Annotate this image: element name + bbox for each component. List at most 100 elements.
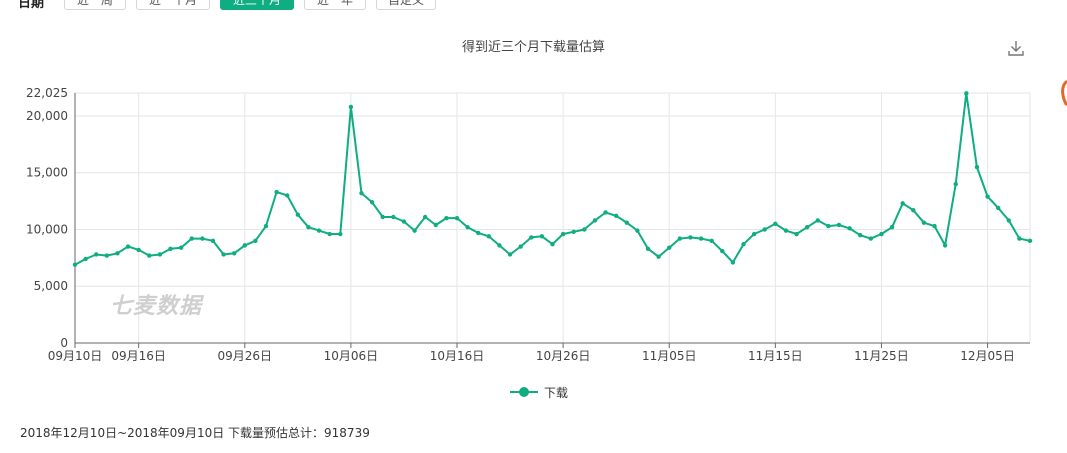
y-tick-label: 0 xyxy=(60,336,68,350)
data-point xyxy=(613,213,619,219)
x-tick-label: 09月10日 xyxy=(48,349,103,363)
side-decoration-icon xyxy=(1061,80,1067,106)
data-point xyxy=(242,243,247,248)
data-point xyxy=(125,244,131,249)
range-button-custom[interactable]: 自定义 xyxy=(376,0,436,10)
data-point xyxy=(635,228,640,233)
data-point xyxy=(624,220,629,225)
data-point xyxy=(338,231,343,237)
x-tick-label: 11月05日 xyxy=(642,349,697,363)
data-point xyxy=(900,201,905,206)
data-point xyxy=(253,238,258,244)
data-point xyxy=(444,215,449,221)
y-tick-label: 15,000 xyxy=(26,166,68,180)
x-tick-label: 10月16日 xyxy=(430,349,485,363)
range-button-year[interactable]: 近一年 xyxy=(304,0,366,10)
x-tick-label: 10月26日 xyxy=(536,349,591,363)
data-point xyxy=(518,244,523,249)
data-point xyxy=(274,189,279,195)
data-point xyxy=(200,236,205,241)
data-point xyxy=(550,242,555,247)
data-point xyxy=(889,225,895,230)
range-button-three-months[interactable]: 近三个月 xyxy=(220,0,294,10)
watermark-text: 七麦数据 xyxy=(110,294,203,319)
data-point xyxy=(709,238,714,244)
data-point xyxy=(953,181,958,187)
data-point xyxy=(656,254,661,259)
data-point xyxy=(847,226,852,231)
data-point xyxy=(178,245,184,250)
data-point xyxy=(497,243,502,248)
data-point xyxy=(465,225,470,230)
chart-title: 得到近三个月下载量估算 xyxy=(461,40,605,55)
data-point xyxy=(189,236,194,241)
data-point xyxy=(295,212,301,217)
data-point xyxy=(359,190,364,196)
data-point xyxy=(412,228,417,233)
data-point xyxy=(327,231,332,237)
download-line-chart: 09月10日 09月16日 09月26日 10月06日 10月16日 10月26日 11月0… xyxy=(26,86,1033,363)
data-point xyxy=(698,236,704,241)
data-point xyxy=(964,91,969,96)
data-point xyxy=(571,229,576,234)
data-point xyxy=(210,238,216,244)
data-point xyxy=(83,256,88,262)
series-line xyxy=(74,92,1031,266)
range-button-week[interactable]: 近一周 xyxy=(64,0,126,10)
data-point xyxy=(582,227,587,232)
data-point xyxy=(94,252,99,257)
data-point xyxy=(688,235,693,240)
data-point xyxy=(751,231,757,237)
x-tick-label: 09月16日 xyxy=(111,349,166,363)
data-point xyxy=(316,228,322,233)
data-point xyxy=(974,164,980,170)
data-point xyxy=(348,104,354,110)
data-point xyxy=(783,228,789,233)
data-point xyxy=(476,230,481,236)
download-icon[interactable] xyxy=(1006,38,1026,58)
data-point xyxy=(380,214,385,220)
data-point xyxy=(285,193,290,198)
data-point xyxy=(560,231,566,237)
data-point xyxy=(231,251,237,256)
data-point xyxy=(815,218,820,223)
data-point xyxy=(104,253,110,258)
range-button-month[interactable]: 近一个月 xyxy=(136,0,210,10)
data-point xyxy=(645,246,651,251)
data-point xyxy=(985,194,990,199)
data-point xyxy=(539,234,545,239)
legend-label: 下载 xyxy=(544,385,569,400)
data-point xyxy=(592,218,598,223)
data-point xyxy=(911,207,916,213)
data-point xyxy=(932,223,937,229)
y-tick-label: 22,025 xyxy=(26,86,68,100)
date-range-label: 日期 xyxy=(18,0,45,11)
data-point xyxy=(401,219,407,224)
data-point xyxy=(221,252,226,257)
x-tick-label: 11月15日 xyxy=(748,349,803,363)
data-point xyxy=(879,231,884,237)
y-tick-label: 10,000 xyxy=(26,222,68,236)
x-tick-label: 09月26日 xyxy=(218,349,273,363)
data-point xyxy=(794,231,799,237)
download-total-summary: 2018年12月10日~2018年09月10日 下载量预估总计：918739 xyxy=(20,426,370,440)
data-point xyxy=(836,222,842,228)
data-point xyxy=(921,220,927,225)
data-point xyxy=(529,235,534,240)
data-point xyxy=(369,200,375,205)
data-point xyxy=(741,242,746,247)
y-tick-label: 20,000 xyxy=(26,109,68,123)
y-tick-label: 5,000 xyxy=(34,279,68,293)
data-point xyxy=(720,248,725,254)
data-point xyxy=(306,225,311,230)
data-point xyxy=(115,251,120,256)
chart-legend[interactable]: 下载 xyxy=(510,382,568,402)
data-point xyxy=(858,232,863,238)
data-point xyxy=(773,221,778,227)
data-point xyxy=(1027,238,1033,244)
data-point xyxy=(762,227,767,232)
data-point xyxy=(995,205,1001,211)
data-point xyxy=(454,215,460,221)
data-point xyxy=(826,223,831,229)
data-point xyxy=(730,260,736,265)
